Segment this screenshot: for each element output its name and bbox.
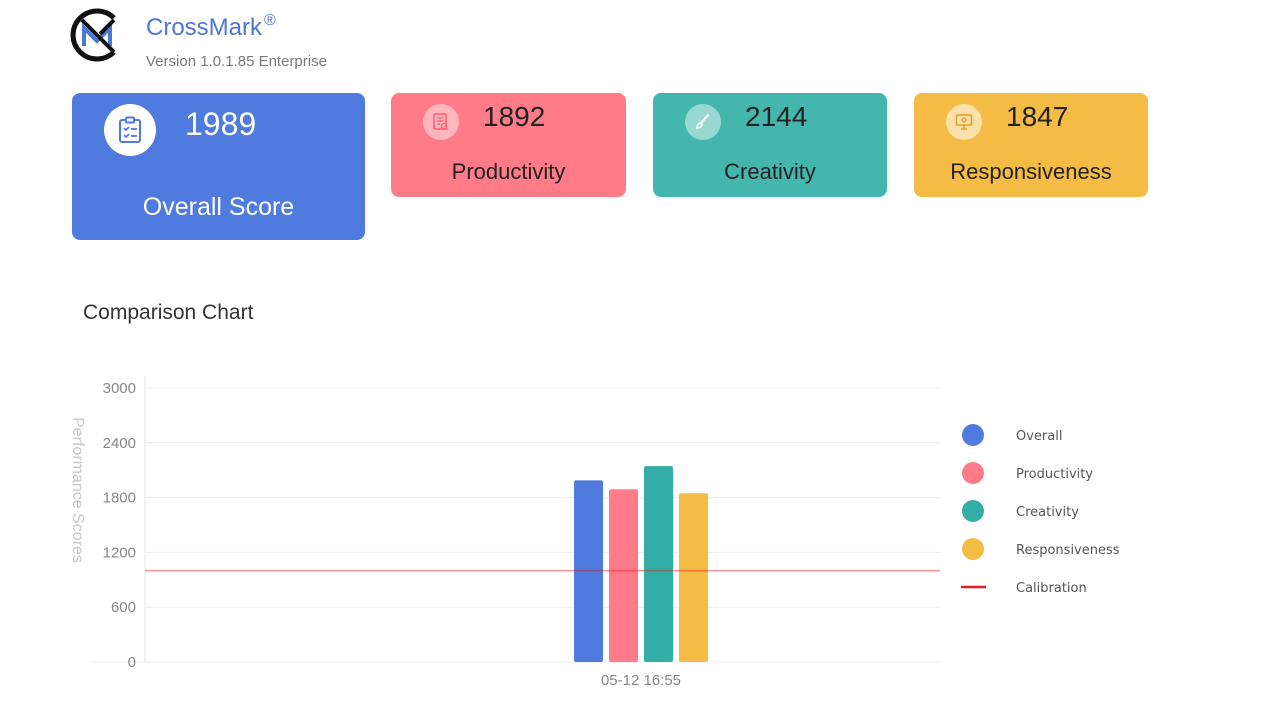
responsiveness-label: Responsiveness <box>950 159 1112 184</box>
y-tick-label: 600 <box>111 599 136 616</box>
y-tick-label: 0 <box>128 654 136 671</box>
overall-score-label: Overall Score <box>142 193 295 221</box>
crossmark-logo <box>70 8 124 62</box>
legend-swatch-creativity <box>962 500 984 522</box>
legend-label-overall[interactable]: Overall <box>1016 429 1062 444</box>
y-axis-title: Performance Scores <box>69 417 86 563</box>
creativity-score-value: 2144 <box>745 101 808 132</box>
bar-responsiveness[interactable] <box>679 493 708 662</box>
clipboard-checklist-icon <box>104 104 156 156</box>
legend-label-responsiveness[interactable]: Responsiveness <box>1016 543 1120 558</box>
app-title: CrossMark ® <box>146 12 276 41</box>
productivity-label: Productivity <box>451 159 566 184</box>
creativity-card: 2144 Creativity <box>653 93 887 197</box>
overall-score-value: 1989 <box>185 106 257 142</box>
bar-productivity[interactable] <box>609 489 638 662</box>
responsiveness-card: 1847 Responsiveness <box>914 93 1148 197</box>
y-tick-label: 2400 <box>103 435 136 452</box>
creativity-label: Creativity <box>724 159 816 184</box>
comparison-chart-title: Comparison Chart <box>83 301 254 324</box>
monitor-icon <box>946 104 982 140</box>
productivity-score-value: 1892 <box>483 101 546 132</box>
x-tick-label: 05-12 16:55 <box>601 672 681 689</box>
bar-overall[interactable] <box>574 480 603 662</box>
legend-swatch-productivity <box>962 462 984 484</box>
legend-swatch-responsiveness <box>962 538 984 560</box>
productivity-card: 1892 Productivity <box>391 93 626 197</box>
legend-label-productivity[interactable]: Productivity <box>1016 467 1093 482</box>
legend-swatch-overall <box>962 424 984 446</box>
y-tick-label: 3000 <box>103 380 136 397</box>
bar-creativity[interactable] <box>644 466 673 662</box>
paintbrush-icon <box>685 104 721 140</box>
y-tick-label: 1200 <box>103 544 136 561</box>
responsiveness-score-value: 1847 <box>1006 101 1069 132</box>
legend-label-creativity[interactable]: Creativity <box>1016 505 1079 520</box>
y-tick-label: 1800 <box>103 490 136 507</box>
app-version: Version 1.0.1.85 Enterprise <box>146 53 327 70</box>
overall-score-card: 1989 Overall Score <box>72 93 365 240</box>
legend-label-calibration[interactable]: Calibration <box>1016 581 1087 596</box>
document-search-icon <box>423 104 459 140</box>
